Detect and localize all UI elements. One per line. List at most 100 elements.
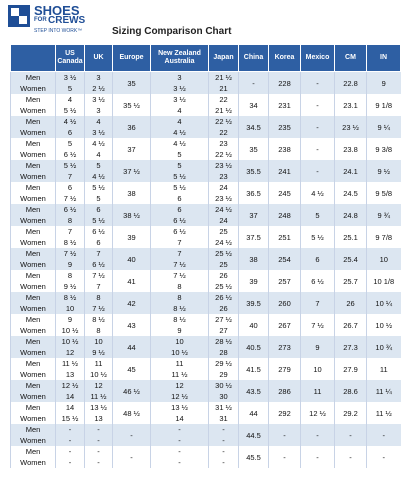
size-cell: 39.5	[238, 292, 269, 314]
women-row: Women 10 7 ½ 8 ½ 26	[10, 303, 401, 314]
size-cell: 10	[366, 248, 401, 270]
size-cell: 23.8	[334, 138, 367, 160]
size-cell: 12	[84, 380, 113, 391]
men-row: Men 3 ½ 3 35 3 21 ½ -228-22.8 9	[10, 71, 401, 94]
logo-text: CREWS	[48, 15, 86, 26]
row-label: Men	[10, 182, 56, 193]
men-row: Men 12 ½ 12 46 ½ 12 30 ½ 43.5 286 11 28.6 11 ¼	[10, 380, 401, 402]
size-cell: 10 ¼	[366, 292, 401, 314]
size-cell: 6	[84, 237, 113, 248]
size-cell: 46 ½	[112, 380, 151, 402]
row-label: Women	[10, 193, 56, 204]
size-cell: 2 ½	[84, 83, 113, 94]
men-row: Men 7 6 ½ 39 6 ½ 25 37.5 251 5 ½ 25.1 9 7/8	[10, 226, 401, 248]
size-cell: -	[150, 435, 209, 446]
row-label: Women	[10, 237, 56, 248]
size-cell: 34	[238, 94, 269, 116]
row-label: Men	[10, 71, 56, 83]
women-row: Women 9 6 ½ 7 ½ 25	[10, 259, 401, 270]
row-label: Men	[10, 358, 56, 369]
size-cell: 25.4	[334, 248, 367, 270]
size-cell: 37	[238, 204, 269, 226]
size-cell: 257	[268, 270, 301, 292]
size-cell: 6	[300, 248, 335, 270]
size-cell: 8	[150, 292, 209, 303]
size-cell: 11	[150, 358, 209, 369]
size-cell: 36.5	[238, 182, 269, 204]
size-cell: 5	[150, 160, 209, 171]
row-label: Men	[10, 204, 56, 215]
size-cell: 28	[208, 347, 239, 358]
size-cell: 9 3/8	[366, 138, 401, 160]
row-label: Men	[10, 424, 56, 435]
women-row: Women 13 10 ½ 11 ½ 29	[10, 369, 401, 380]
women-row: Women - - - -	[10, 457, 401, 468]
men-row: Men 14 13 ½ 48 ½ 13 ½ 31 ½ 44 292 12 ½ 29.2 11 ½	[10, 402, 401, 424]
size-cell: 7	[84, 281, 113, 292]
men-row: Men 8 ½ 8 42 8 26 ½ 39.5 260 7 26 10 ¼	[10, 292, 401, 314]
size-cell: 37	[112, 138, 151, 160]
size-cell: 6 ½	[150, 215, 209, 226]
women-row: Women 8 5 ½ 6 ½ 24	[10, 215, 401, 226]
men-row: Men 6 ½ 6 38 ½ 6 24 ½ 37 248 5 24.8 9 ¾	[10, 204, 401, 226]
size-cell: 23.1	[334, 94, 367, 116]
size-cell: 25.1	[334, 226, 367, 248]
size-cell: 279	[268, 358, 301, 380]
size-cell: 22.8	[334, 71, 367, 94]
size-cell: 35 ½	[112, 94, 151, 116]
size-cell: 267	[268, 314, 301, 336]
women-row: Women 5 2 ½ 3 ½ 21	[10, 83, 401, 94]
column-header: Japan	[208, 44, 239, 72]
size-cell: 6	[84, 204, 113, 215]
size-cell: 26 ½	[208, 292, 239, 303]
size-cell: 11 ½	[150, 369, 209, 380]
size-cell: 6	[150, 204, 209, 215]
size-cell: 251	[268, 226, 301, 248]
size-cell: 238	[268, 138, 301, 160]
size-cell: 26	[334, 292, 367, 314]
size-cell: -	[55, 435, 85, 446]
row-label: Women	[10, 127, 56, 138]
size-cell: 27	[208, 325, 239, 336]
size-cell: 24	[208, 182, 239, 193]
size-cell: 8 ½	[150, 303, 209, 314]
row-label: Men	[10, 380, 56, 391]
size-cell: 11	[366, 358, 401, 380]
size-cell: 23 ½	[208, 160, 239, 171]
size-cell: 6 ½	[55, 149, 85, 160]
size-cell: 10 1/8	[366, 270, 401, 292]
size-cell: 6	[150, 193, 209, 204]
size-cell: 3 ½	[84, 94, 113, 105]
size-cell: -	[208, 457, 239, 468]
size-cell: 14	[55, 391, 85, 402]
size-cell: 44	[238, 402, 269, 424]
row-label: Women	[10, 413, 56, 424]
row-label: Men	[10, 292, 56, 303]
size-cell: 9 ½	[366, 160, 401, 182]
women-row: Women - - - -	[10, 435, 401, 446]
size-cell: 41	[112, 270, 151, 292]
size-cell: 9	[150, 325, 209, 336]
size-cell: 7 ½	[84, 303, 113, 314]
column-header: US Canada	[55, 44, 85, 72]
women-row: Women 8 ½ 6 7 24 ½	[10, 237, 401, 248]
size-cell: 5	[84, 160, 113, 171]
size-cell: 5 ½	[84, 182, 113, 193]
size-cell: 25	[208, 259, 239, 270]
size-cell: -	[238, 71, 269, 94]
row-label: Women	[10, 435, 56, 446]
women-row: Women 7 4 ½ 5 ½ 23	[10, 171, 401, 182]
size-cell: 25.7	[334, 270, 367, 292]
size-cell: 14	[150, 413, 209, 424]
size-cell: 3 ½	[150, 94, 209, 105]
header-row: US Canada UK Europe New Zealand Australia Ja…	[10, 44, 401, 72]
size-cell: -	[208, 446, 239, 457]
size-cell: 10 ½	[55, 325, 85, 336]
size-cell: 5 ½	[150, 171, 209, 182]
size-cell: 7	[300, 292, 335, 314]
size-cell: 4 ½	[55, 116, 85, 127]
size-cell: 241	[268, 160, 301, 182]
row-label: Women	[10, 325, 56, 336]
